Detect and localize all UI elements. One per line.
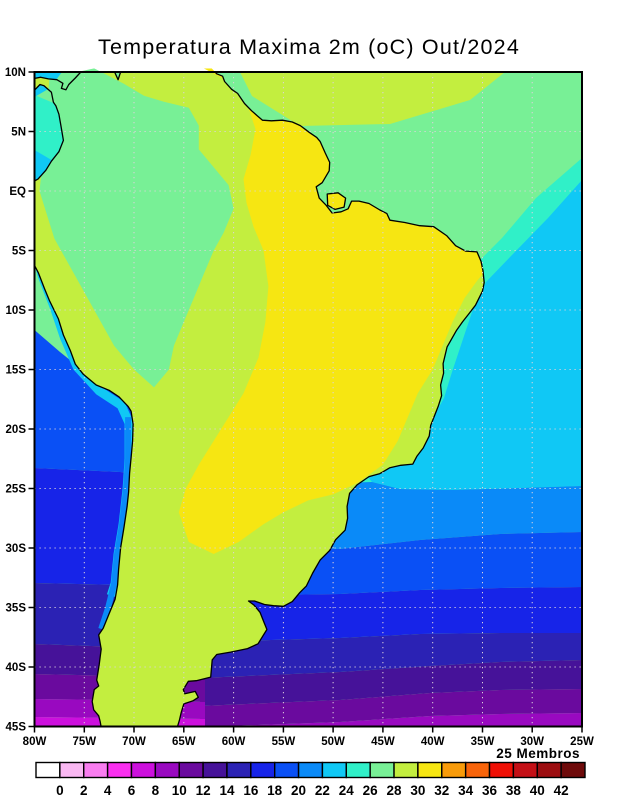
svg-text:32: 32 bbox=[434, 783, 449, 798]
svg-text:65W: 65W bbox=[172, 736, 196, 748]
svg-text:15S: 15S bbox=[6, 365, 27, 377]
svg-text:35S: 35S bbox=[6, 603, 27, 615]
svg-text:0: 0 bbox=[56, 783, 64, 798]
svg-text:25W: 25W bbox=[570, 736, 594, 748]
svg-text:55W: 55W bbox=[272, 736, 296, 748]
svg-text:40W: 40W bbox=[421, 736, 445, 748]
svg-text:28: 28 bbox=[387, 783, 403, 798]
svg-text:75W: 75W bbox=[72, 736, 96, 748]
svg-text:45S: 45S bbox=[6, 722, 27, 734]
svg-text:40S: 40S bbox=[6, 662, 27, 674]
svg-text:24: 24 bbox=[339, 783, 355, 798]
svg-text:60W: 60W bbox=[222, 736, 246, 748]
svg-text:EQ: EQ bbox=[9, 186, 26, 198]
svg-text:80W: 80W bbox=[23, 736, 47, 748]
svg-text:25 Membros: 25 Membros bbox=[496, 746, 580, 761]
svg-text:50W: 50W bbox=[321, 736, 345, 748]
svg-text:6: 6 bbox=[128, 783, 136, 798]
svg-text:8: 8 bbox=[152, 783, 160, 798]
svg-text:34: 34 bbox=[458, 783, 474, 798]
svg-text:Temperatura Maxima 2m (oC) Out: Temperatura Maxima 2m (oC) Out/2024 bbox=[98, 35, 520, 59]
svg-text:14: 14 bbox=[219, 783, 235, 798]
svg-text:30: 30 bbox=[410, 783, 425, 798]
svg-text:38: 38 bbox=[506, 783, 522, 798]
svg-text:12: 12 bbox=[196, 783, 211, 798]
svg-text:10: 10 bbox=[172, 783, 187, 798]
svg-text:5S: 5S bbox=[12, 246, 26, 258]
svg-text:22: 22 bbox=[315, 783, 330, 798]
svg-text:25S: 25S bbox=[6, 484, 27, 496]
svg-text:5N: 5N bbox=[11, 127, 26, 139]
svg-text:20S: 20S bbox=[6, 424, 27, 436]
svg-text:45W: 45W bbox=[371, 736, 395, 748]
svg-text:2: 2 bbox=[80, 783, 88, 798]
svg-text:35W: 35W bbox=[471, 736, 495, 748]
svg-text:36: 36 bbox=[482, 783, 498, 798]
svg-text:30S: 30S bbox=[6, 543, 27, 555]
svg-text:10S: 10S bbox=[6, 305, 27, 317]
svg-text:70W: 70W bbox=[122, 736, 146, 748]
svg-text:40: 40 bbox=[530, 783, 545, 798]
svg-text:26: 26 bbox=[363, 783, 379, 798]
svg-text:10N: 10N bbox=[5, 67, 26, 79]
svg-text:4: 4 bbox=[104, 783, 112, 798]
svg-text:16: 16 bbox=[243, 783, 259, 798]
svg-text:42: 42 bbox=[554, 783, 569, 798]
svg-text:18: 18 bbox=[267, 783, 283, 798]
svg-text:30W: 30W bbox=[520, 736, 544, 748]
svg-text:20: 20 bbox=[291, 783, 306, 798]
